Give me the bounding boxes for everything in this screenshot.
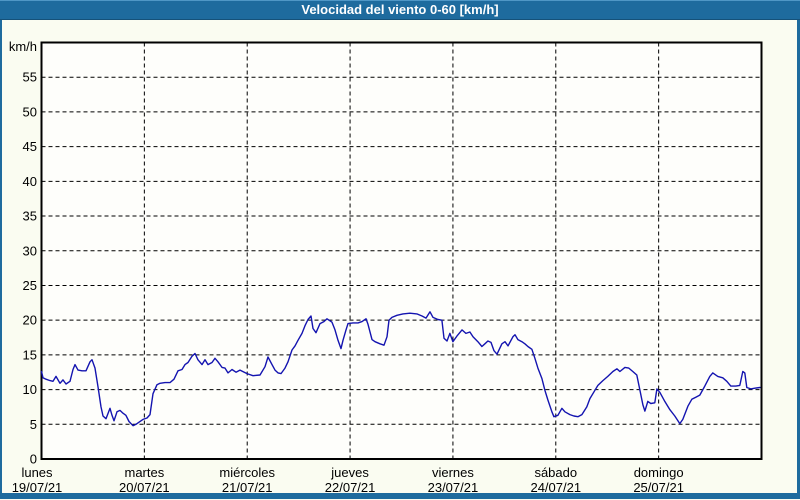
x-date-label: 19/07/21 — [12, 480, 63, 495]
y-tick-label: 35 — [23, 209, 37, 224]
x-day-label: martes — [124, 465, 164, 480]
y-tick-label: 40 — [23, 174, 37, 189]
title-bar: Velocidad del viento 0-60 [km/h] — [0, 0, 800, 20]
x-day-label: lunes — [21, 465, 53, 480]
y-tick-label: 5 — [30, 417, 37, 432]
x-date-label: 25/07/21 — [633, 480, 684, 495]
x-day-label: jueves — [330, 465, 369, 480]
y-tick-label: 45 — [23, 139, 37, 154]
x-day-label: miércoles — [219, 465, 275, 480]
y-tick-label: 0 — [30, 452, 37, 467]
x-day-label: domingo — [634, 465, 684, 480]
x-date-label: 20/07/21 — [119, 480, 170, 495]
window-frame-bottom — [0, 493, 800, 499]
x-day-label: sábado — [534, 465, 577, 480]
chart-title: Velocidad del viento 0-60 [km/h] — [301, 2, 499, 17]
x-date-label: 24/07/21 — [530, 480, 581, 495]
y-axis-unit-label: km/h — [9, 39, 37, 54]
x-date-label: 21/07/21 — [222, 480, 273, 495]
window-frame-right — [797, 20, 800, 499]
y-tick-label: 15 — [23, 347, 37, 362]
plot-border — [40, 41, 763, 460]
wind-speed-line — [40, 311, 761, 427]
y-tick-label: 50 — [23, 104, 37, 119]
y-tick-label: 25 — [23, 278, 37, 293]
y-tick-label: 55 — [23, 70, 37, 85]
y-tick-label: 10 — [23, 382, 37, 397]
x-date-label: 23/07/21 — [428, 480, 479, 495]
y-tick-label: 30 — [23, 243, 37, 258]
x-date-label: 22/07/21 — [325, 480, 376, 495]
x-day-label: viernes — [432, 465, 474, 480]
y-tick-label: 20 — [23, 313, 37, 328]
window-frame-left — [0, 20, 2, 499]
